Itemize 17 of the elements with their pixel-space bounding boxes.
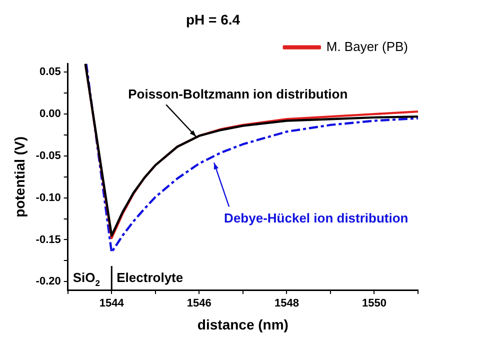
x-tick-label: 1544: [99, 298, 125, 310]
x-axis-title: distance (nm): [197, 316, 288, 332]
x-tick-label: 1548: [274, 298, 299, 310]
y-tick-label: 0.05: [39, 66, 61, 78]
chart-title: pH = 6.4: [186, 11, 240, 28]
y-tick-label: -0.20: [36, 276, 61, 288]
annotation: Electrolyte: [116, 270, 184, 285]
y-tick-label: -0.15: [36, 234, 61, 246]
y-tick-label: -0.10: [36, 192, 61, 204]
legend-label: M. Bayer (PB): [326, 38, 408, 54]
annotation: Debye-Hückel ion distribution: [224, 210, 408, 226]
y-tick-label: 0.00: [39, 108, 61, 120]
y-tick-label: -0.05: [36, 150, 61, 162]
x-tick-label: 1546: [186, 298, 212, 310]
annotation: Poisson-Boltzmann ion distribution: [128, 86, 348, 102]
y-axis-title: potential (V): [11, 136, 28, 218]
x-tick-label: 1550: [362, 298, 386, 310]
